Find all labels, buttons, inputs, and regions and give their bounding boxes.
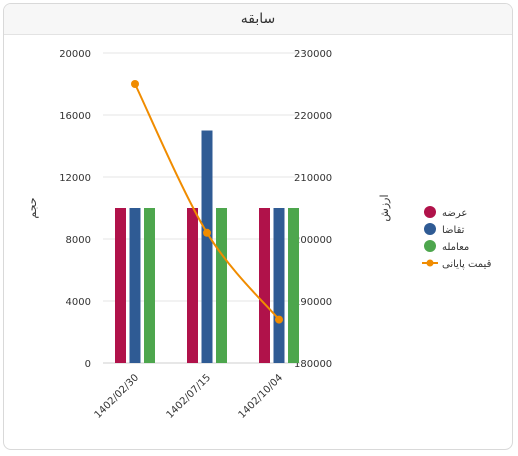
- legend-marker: [424, 223, 436, 235]
- right-tick-label: 180000: [294, 359, 332, 370]
- bars: [115, 130, 299, 364]
- bar-1-2[interactable]: [273, 208, 285, 363]
- legend-label: تقاضا: [442, 225, 465, 236]
- bar-1-1[interactable]: [201, 130, 213, 364]
- bar-1-0[interactable]: [129, 208, 141, 363]
- bar-0-0[interactable]: [115, 208, 126, 363]
- right-axis-title: ارزش: [378, 194, 391, 221]
- legend-point-marker: [426, 259, 434, 267]
- legend-item-0[interactable]: عرضه: [424, 206, 467, 219]
- bar-2-0[interactable]: [144, 208, 155, 363]
- left-tick-label: 12000: [59, 173, 91, 184]
- left-tick-label: 4000: [66, 297, 91, 308]
- left-tick-label: 16000: [59, 111, 91, 122]
- bar-2-2[interactable]: [288, 208, 299, 363]
- legend-marker: [424, 206, 436, 218]
- bar-0-1[interactable]: [187, 208, 198, 363]
- legend-label: قیمت پایانی: [442, 259, 492, 270]
- legend-item-1[interactable]: تقاضا: [424, 223, 465, 236]
- line-series: [131, 80, 283, 324]
- right-tick-label: 210000: [294, 173, 332, 184]
- closing-price-point-1[interactable]: [203, 228, 211, 237]
- legend-marker: [424, 240, 436, 252]
- left-axis-ticks: 0 4000 8000 12000 16000 20000: [59, 49, 91, 370]
- right-axis-ticks: 180000 190000 200000 210000 220000 230000: [294, 49, 332, 370]
- right-tick-label: 190000: [294, 297, 332, 308]
- legend-item-3[interactable]: قیمت پایانی: [422, 259, 492, 270]
- left-tick-label: 0: [85, 359, 91, 370]
- right-tick-label: 200000: [294, 235, 332, 246]
- card-title: سابقه: [240, 11, 276, 27]
- legend-label: معامله: [442, 242, 469, 253]
- closing-price-point-2[interactable]: [275, 315, 283, 324]
- card-header: سابقه: [4, 4, 512, 35]
- x-tick-label: 1402/10/04: [237, 372, 286, 421]
- right-tick-label: 230000: [294, 49, 332, 60]
- bar-2-1[interactable]: [216, 208, 227, 363]
- right-tick-label: 220000: [294, 111, 332, 122]
- left-tick-label: 20000: [59, 49, 91, 60]
- legend-item-2[interactable]: معامله: [424, 240, 469, 253]
- legend-label: عرضه: [442, 208, 467, 219]
- x-axis-labels: 1402/02/30 1402/07/15 1402/10/04: [93, 372, 286, 421]
- x-tick-label: 1402/07/15: [165, 372, 214, 421]
- bar-0-2[interactable]: [259, 208, 270, 363]
- closing-price-point-0[interactable]: [131, 80, 139, 88]
- left-tick-label: 8000: [66, 235, 91, 246]
- left-axis-title: حجم: [26, 197, 39, 218]
- legend: عرضه تقاضا معامله قیمت پایانی: [422, 206, 492, 270]
- x-tick-label: 1402/02/30: [93, 372, 142, 421]
